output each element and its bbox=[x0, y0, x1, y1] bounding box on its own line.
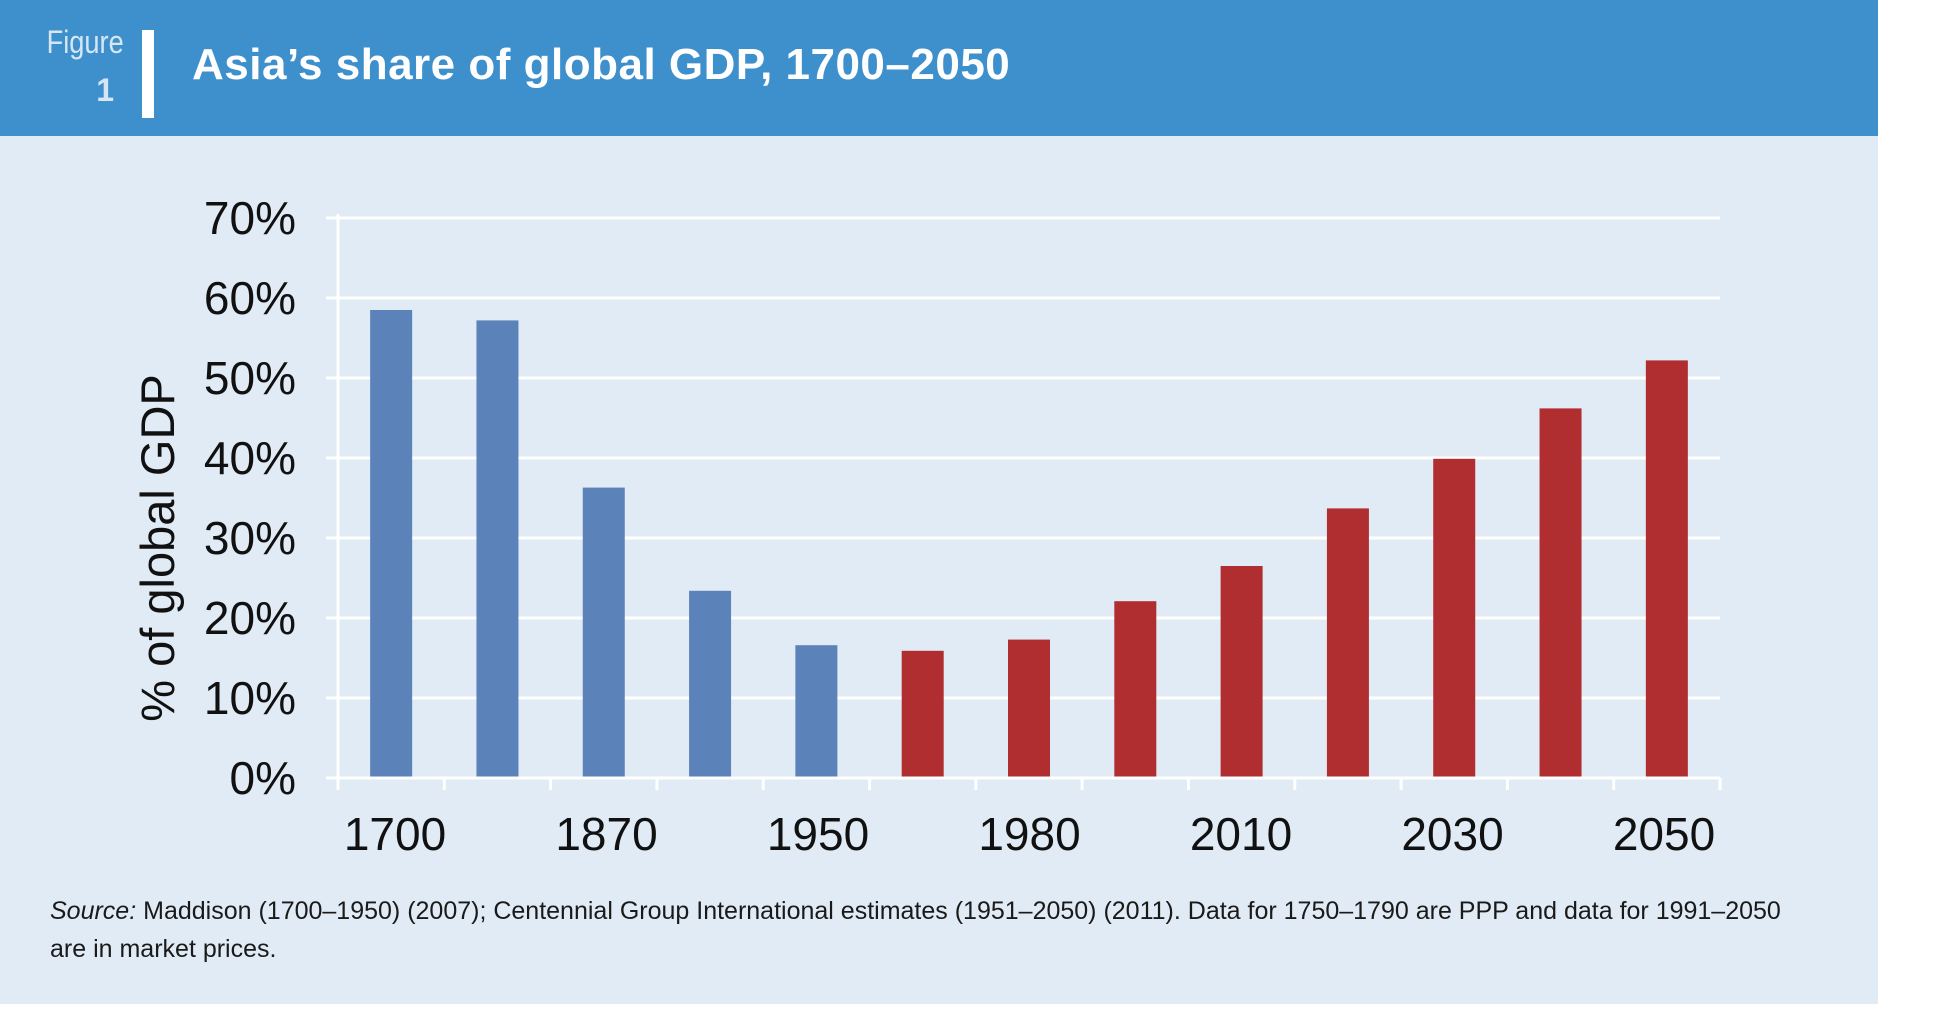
x-tick-label: 1700 bbox=[344, 808, 446, 860]
y-tick-label: 0% bbox=[230, 752, 296, 804]
figure-header: Figure 1 Asia’s share of global GDP, 170… bbox=[0, 0, 1878, 136]
y-tick-label: 30% bbox=[204, 512, 296, 564]
figure-label: Figure bbox=[46, 24, 124, 60]
bar bbox=[476, 320, 519, 778]
y-tick-label: 70% bbox=[204, 192, 296, 244]
bar bbox=[689, 590, 732, 778]
bar-chart: 0% 10% 20% 30% 40% 50% 60% 70% 1700 1870 1950 1980… bbox=[131, 192, 1722, 860]
bar bbox=[901, 650, 944, 778]
x-tick-labels: 1700 1870 1950 1980 2010 2030 2050 bbox=[344, 808, 1715, 860]
bar bbox=[1539, 408, 1582, 778]
source-label: Source: bbox=[50, 897, 137, 925]
x-tick-label: 1870 bbox=[555, 808, 657, 860]
y-tick-label: 40% bbox=[204, 432, 296, 484]
bar bbox=[1008, 639, 1050, 778]
header-divider bbox=[142, 30, 154, 118]
y-axis-label: % of global GDP bbox=[131, 374, 184, 721]
bar bbox=[1433, 458, 1476, 778]
x-tick-label: 2050 bbox=[1613, 808, 1715, 860]
bar bbox=[1326, 508, 1369, 778]
y-tick-label: 10% bbox=[204, 672, 296, 724]
bar bbox=[582, 487, 625, 778]
bar bbox=[1220, 566, 1263, 778]
bar bbox=[1645, 360, 1688, 778]
source-text: Maddison (1700–1950) (2007); Centennial … bbox=[50, 897, 1781, 963]
x-tick-label: 2030 bbox=[1401, 808, 1503, 860]
bar bbox=[795, 645, 838, 778]
bar bbox=[1114, 601, 1157, 778]
x-tick-label: 2010 bbox=[1190, 808, 1292, 860]
bars bbox=[370, 310, 1688, 778]
axes bbox=[326, 214, 1722, 790]
y-tick-label: 60% bbox=[204, 272, 296, 324]
y-tick-label: 50% bbox=[204, 352, 296, 404]
figure-number: 1 bbox=[96, 72, 114, 108]
x-tick-label: 1950 bbox=[767, 808, 869, 860]
y-tick-label: 20% bbox=[204, 592, 296, 644]
bar bbox=[370, 310, 413, 778]
chart-title: Asia’s share of global GDP, 1700–2050 bbox=[192, 40, 1011, 89]
source-note: Source: Maddison (1700–1950) (2007); Cen… bbox=[50, 892, 1810, 968]
gridlines bbox=[338, 216, 1720, 700]
x-tick-label: 1980 bbox=[978, 808, 1080, 860]
y-tick-labels: 0% 10% 20% 30% 40% 50% 60% 70% bbox=[204, 192, 296, 804]
